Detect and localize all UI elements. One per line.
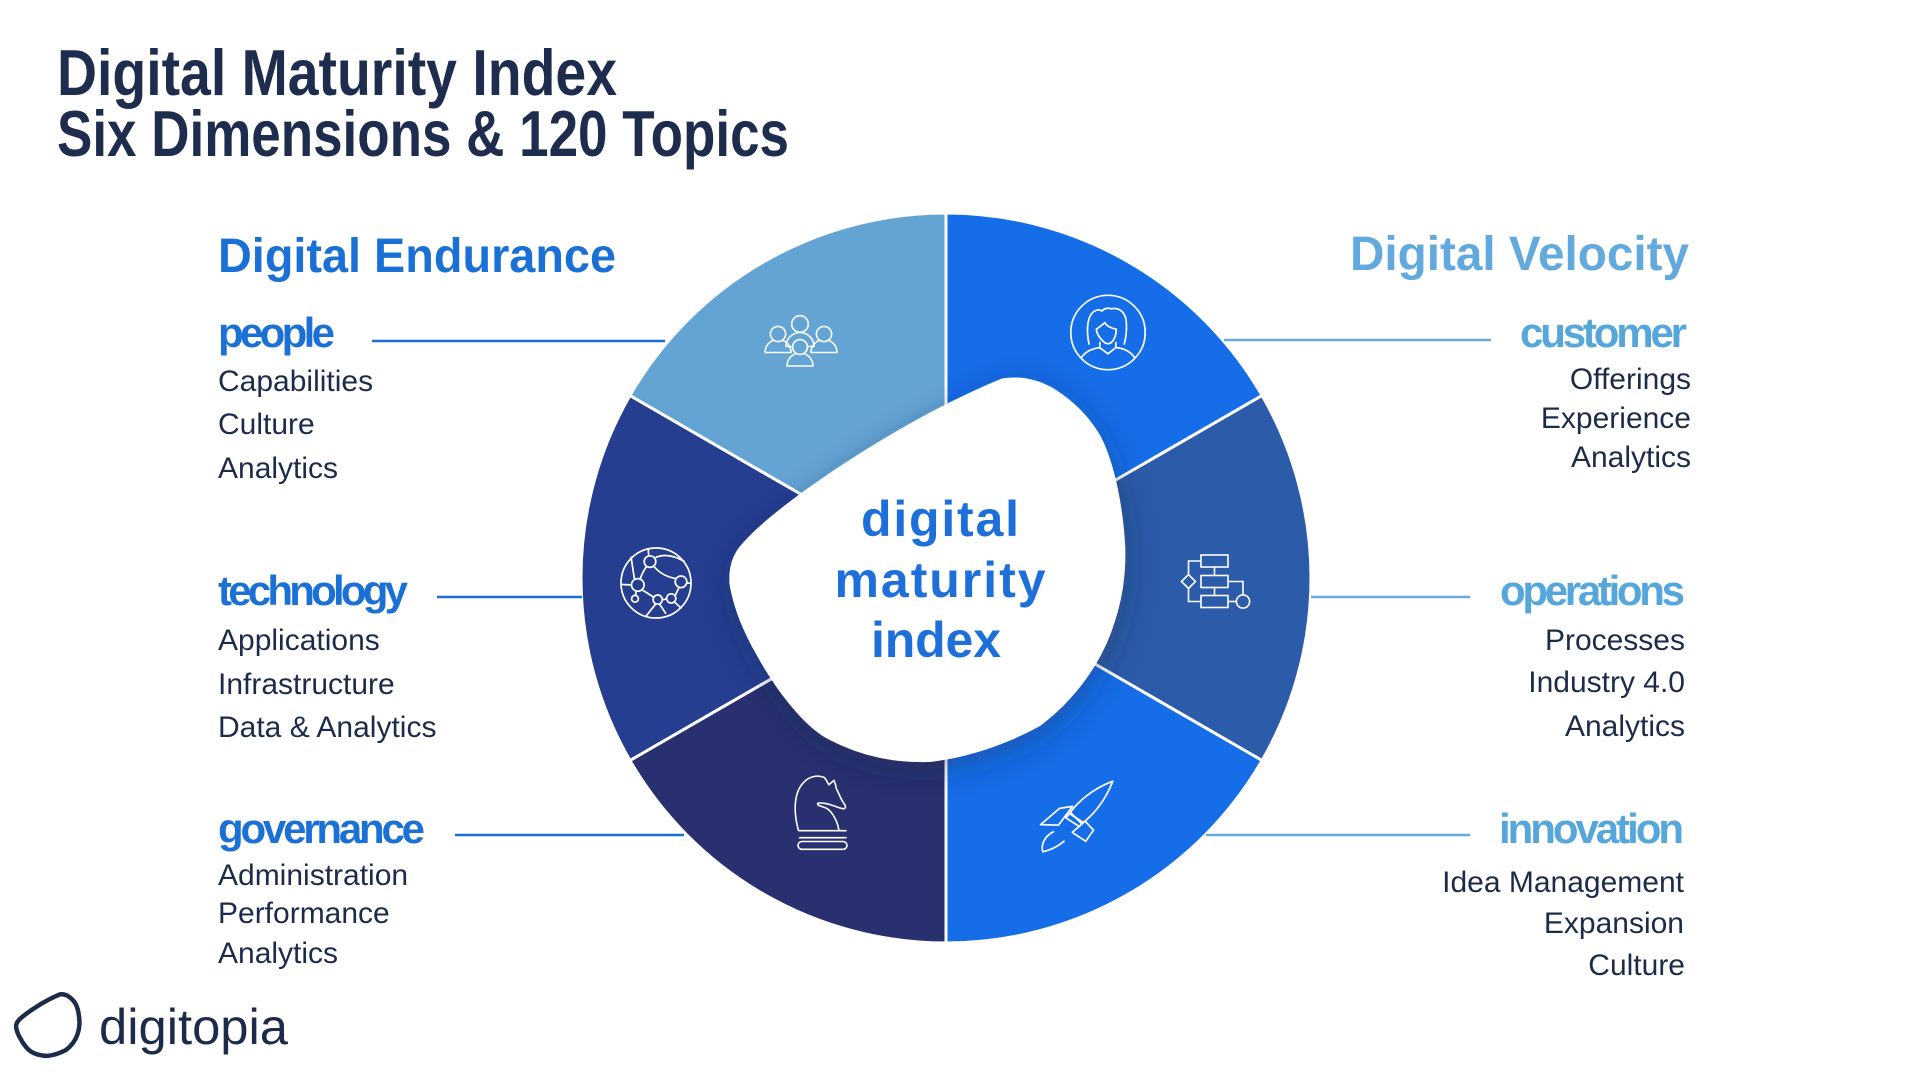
svg-text:Analytics: Analytics (1565, 710, 1685, 743)
svg-text:Idea Management: Idea Management (1442, 866, 1684, 899)
svg-text:Digital Velocity: Digital Velocity (1350, 228, 1689, 281)
svg-text:innovation: innovation (1499, 805, 1684, 852)
svg-text:Applications: Applications (218, 624, 380, 657)
svg-text:people: people (218, 309, 335, 356)
svg-text:Six Dimensions & 120 Topics: Six Dimensions & 120 Topics (57, 97, 789, 170)
svg-text:Analytics: Analytics (1571, 441, 1691, 474)
svg-text:Expansion: Expansion (1544, 907, 1684, 940)
svg-text:Industry 4.0: Industry 4.0 (1528, 666, 1685, 699)
svg-text:Performance: Performance (218, 897, 390, 930)
svg-text:Infrastructure: Infrastructure (218, 668, 395, 701)
svg-text:maturity: maturity (835, 552, 1046, 608)
svg-text:Experience: Experience (1541, 402, 1691, 435)
svg-text:governance: governance (218, 805, 425, 852)
svg-text:Administration: Administration (218, 859, 408, 892)
svg-text:Culture: Culture (1588, 949, 1685, 982)
svg-text:Digital Maturity Index: Digital Maturity Index (57, 36, 617, 109)
svg-text:Analytics: Analytics (218, 452, 338, 485)
svg-text:Digital Endurance: Digital Endurance (218, 230, 616, 283)
svg-text:operations: operations (1500, 567, 1685, 614)
svg-text:customer: customer (1520, 309, 1687, 356)
svg-text:Data & Analytics: Data & Analytics (218, 711, 436, 744)
svg-text:technology: technology (218, 567, 409, 614)
svg-text:Processes: Processes (1545, 624, 1685, 657)
svg-text:Culture: Culture (218, 408, 315, 441)
svg-text:digitopia: digitopia (99, 999, 288, 1055)
svg-text:Capabilities: Capabilities (218, 365, 373, 398)
svg-text:index: index (871, 612, 1001, 668)
svg-text:Analytics: Analytics (218, 937, 338, 970)
svg-text:Offerings: Offerings (1570, 363, 1691, 396)
